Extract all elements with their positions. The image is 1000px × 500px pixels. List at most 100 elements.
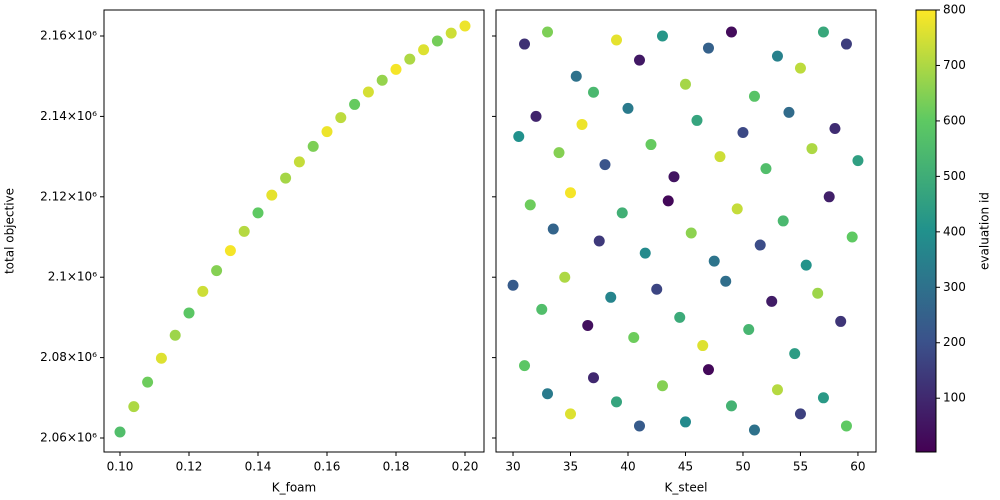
point: [656, 30, 668, 42]
point: [639, 247, 651, 259]
point: [183, 307, 195, 319]
x-tick-label: 0.14: [245, 460, 272, 474]
point: [542, 26, 554, 38]
y-tick-label: 2.12×10⁶: [40, 189, 97, 203]
point: [376, 74, 388, 86]
point: [418, 44, 430, 56]
point: [852, 155, 864, 167]
point: [559, 271, 571, 283]
point: [362, 86, 374, 98]
x-tick-label: 0.10: [107, 460, 134, 474]
point: [142, 376, 154, 388]
point: [335, 112, 347, 124]
point: [840, 38, 852, 50]
y-tick-label: 2.08×10⁶: [40, 350, 97, 364]
point: [840, 420, 852, 432]
point: [570, 70, 582, 82]
point: [390, 63, 402, 75]
point: [748, 424, 760, 436]
point: [519, 360, 531, 372]
point: [835, 315, 847, 327]
point: [674, 311, 686, 323]
x-axis-label: K_foam: [272, 481, 316, 495]
colorbar-label: evaluation id: [978, 192, 992, 270]
point: [777, 215, 789, 227]
x-tick-label: 0.20: [452, 460, 479, 474]
point: [628, 332, 640, 344]
y-tick-label: 2.06×10⁶: [40, 431, 97, 445]
point: [565, 187, 577, 199]
point: [668, 171, 680, 183]
point: [507, 279, 519, 291]
point: [445, 27, 457, 39]
point: [280, 172, 292, 184]
colorbar: [915, 9, 937, 453]
point: [536, 303, 548, 315]
point: [530, 110, 542, 122]
point: [519, 38, 531, 50]
x-tick-label: 30: [505, 460, 520, 474]
point: [459, 20, 471, 32]
point: [771, 384, 783, 396]
colorbar-tick-label: 100: [943, 391, 966, 405]
point: [783, 106, 795, 118]
point: [610, 396, 622, 408]
point: [656, 380, 668, 392]
point: [224, 245, 236, 257]
point: [789, 348, 801, 360]
x-tick-label: 35: [563, 460, 578, 474]
point: [714, 151, 726, 163]
point: [524, 199, 536, 211]
x-tick-label: 50: [735, 460, 750, 474]
point: [823, 191, 835, 203]
x-tick-label: 45: [678, 460, 693, 474]
point: [633, 420, 645, 432]
point: [651, 283, 663, 295]
x-tick-label: 0.16: [314, 460, 341, 474]
point: [748, 90, 760, 102]
point: [743, 323, 755, 335]
point: [588, 86, 600, 98]
point: [794, 62, 806, 74]
colorbar-tick-label: 200: [943, 335, 966, 349]
point: [806, 143, 818, 155]
point: [197, 285, 209, 297]
point: [321, 126, 333, 138]
point: [731, 203, 743, 215]
point: [633, 54, 645, 66]
y-tick-label: 2.16×10⁶: [40, 29, 97, 43]
point: [431, 35, 443, 47]
point: [817, 392, 829, 404]
colorbar-tick-label: 400: [943, 224, 966, 238]
x-tick-label: 60: [850, 460, 865, 474]
point: [725, 26, 737, 38]
point: [846, 231, 858, 243]
point: [817, 26, 829, 38]
point: [553, 147, 565, 159]
point: [266, 189, 278, 201]
point: [238, 225, 250, 237]
axes-frame: [103, 9, 485, 453]
point: [576, 118, 588, 130]
point: [794, 408, 806, 420]
point: [702, 42, 714, 54]
point: [542, 388, 554, 400]
x-tick-label: 55: [793, 460, 808, 474]
point: [565, 408, 577, 420]
point: [679, 416, 691, 428]
point: [702, 364, 714, 376]
point: [708, 255, 720, 267]
point: [754, 239, 766, 251]
point: [593, 235, 605, 247]
point: [610, 34, 622, 46]
colorbar-tick-label: 700: [943, 58, 966, 72]
point: [616, 207, 628, 219]
colorbar-tick-label: 800: [943, 3, 966, 17]
point: [622, 102, 634, 114]
point: [588, 372, 600, 384]
y-tick-label: 2.14×10⁶: [40, 109, 97, 123]
point: [691, 114, 703, 126]
colorbar-tick-label: 600: [943, 113, 966, 127]
point: [645, 139, 657, 151]
